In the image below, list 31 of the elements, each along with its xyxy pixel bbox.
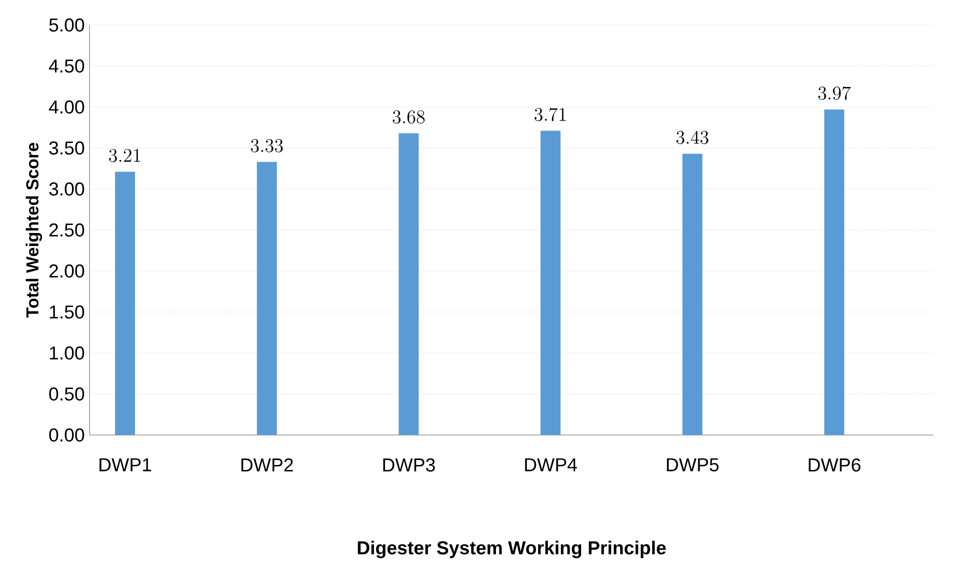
y-tick-label: 1.00 — [50, 346, 84, 360]
x-tick-label: DWP2 — [241, 458, 293, 472]
x-tick-label: DWP1 — [100, 458, 152, 472]
bar — [540, 130, 561, 435]
data-label: 3.71 — [534, 108, 566, 122]
data-label: 3.43 — [676, 130, 708, 144]
x-tick-label: DWP5 — [666, 458, 719, 472]
data-label: 3.97 — [818, 86, 851, 100]
x-tick-label: DWP6 — [808, 458, 860, 472]
x-tick-label: DWP3 — [383, 458, 435, 472]
y-tick-label: 4.50 — [48, 59, 84, 73]
x-tick-label: DWP4 — [525, 458, 577, 472]
bar — [115, 172, 136, 435]
bar — [824, 109, 844, 435]
y-tick-label: 4.00 — [48, 100, 84, 114]
bar — [398, 133, 419, 435]
data-label: 3.33 — [250, 139, 283, 152]
data-label: 3.21 — [109, 148, 140, 162]
y-tick-label: 1.50 — [50, 305, 84, 319]
y-axis-title: Total Weighted Score — [26, 142, 42, 318]
data-label: 3.68 — [392, 110, 425, 124]
bar — [256, 162, 277, 435]
y-tick-label: 2.00 — [49, 264, 84, 278]
y-tick-label: 0.50 — [49, 387, 84, 401]
y-tick-label: 3.00 — [49, 182, 84, 196]
bar — [682, 154, 702, 435]
y-tick-label: 5.00 — [49, 18, 84, 32]
y-tick-label: 2.50 — [49, 223, 84, 237]
x-axis-title: Digester System Working Principle — [358, 540, 666, 558]
y-tick-label: 3.50 — [49, 141, 84, 155]
y-tick-label: 0.00 — [49, 428, 84, 442]
